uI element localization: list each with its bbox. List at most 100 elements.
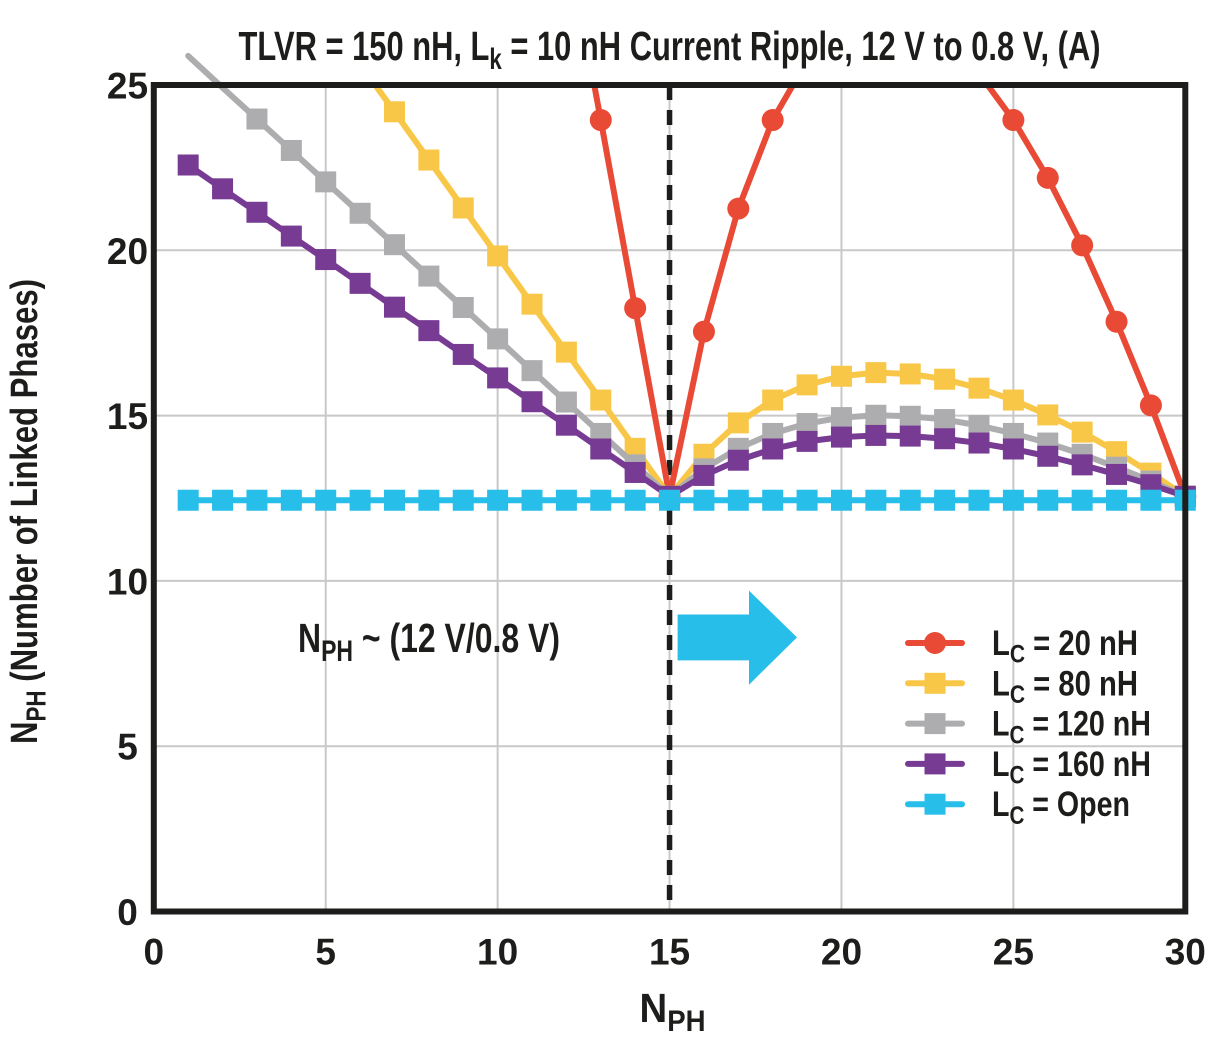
marker-square	[212, 489, 234, 511]
x-axis-label: NPH	[640, 985, 706, 1038]
legend-marker-square	[924, 672, 946, 694]
chart-title: TLVR = 150 nH, Lk = 10 nH Current Ripple…	[239, 23, 1101, 76]
series-lc-120-nh	[185, 52, 1196, 507]
annotation-nph: NPH ~ (12 V/0.8 V)	[298, 615, 560, 668]
y-tick-label-5: 5	[117, 727, 138, 768]
y-tick-label-25: 25	[107, 66, 148, 107]
marker-square	[796, 430, 818, 452]
marker-square	[762, 438, 784, 460]
x-tick-label-20: 20	[821, 932, 862, 973]
marker-square	[555, 391, 577, 413]
marker-square	[555, 341, 577, 363]
marker-square	[555, 414, 577, 436]
marker-square	[1071, 421, 1093, 443]
marker-square	[315, 171, 337, 193]
marker-square	[452, 489, 474, 511]
marker-square	[349, 489, 371, 511]
marker-square	[383, 101, 405, 123]
right-arrow-shape	[677, 590, 797, 685]
y-tick-label-20: 20	[107, 231, 148, 272]
marker-square	[521, 391, 543, 413]
marker-square	[727, 412, 749, 434]
marker-square	[1140, 489, 1162, 511]
x-tick-label-25: 25	[993, 932, 1034, 973]
series-lc-open	[177, 489, 1196, 511]
marker-square	[968, 415, 990, 437]
tick-labels: 0 5 10 15 20 25 30 0 5 10 15 20 25	[107, 66, 1206, 973]
marker-square	[934, 489, 956, 511]
marker-square	[487, 328, 509, 350]
marker-square	[590, 438, 612, 460]
marker-square	[1106, 463, 1128, 485]
marker-square	[1071, 489, 1093, 511]
legend-item-lc-20-nh: LC = 20 nH	[905, 624, 1138, 669]
marker-square	[934, 409, 956, 431]
marker-square	[418, 489, 440, 511]
marker-square	[830, 407, 852, 429]
marker-square	[899, 425, 921, 447]
marker-square	[624, 489, 646, 511]
marker-square	[693, 464, 715, 486]
marker-circle	[1002, 109, 1025, 132]
marker-square	[1071, 454, 1093, 476]
x-tick-label-5: 5	[315, 932, 336, 973]
legend-label: LC = 20 nH	[992, 624, 1138, 669]
series-line	[591, 82, 673, 500]
marker-square	[521, 489, 543, 511]
marker-square	[452, 343, 474, 365]
x-tick-label-0: 0	[144, 932, 165, 973]
marker-square	[865, 489, 887, 511]
marker-square	[1037, 445, 1059, 467]
marker-square	[796, 413, 818, 435]
marker-square	[349, 202, 371, 224]
data-series	[177, 52, 1197, 511]
legend-item-lc-open: LC = Open	[905, 785, 1130, 830]
marker-circle	[624, 297, 647, 320]
marker-circle	[727, 197, 750, 220]
marker-square	[624, 437, 646, 459]
marker-circle	[1071, 234, 1094, 257]
marker-circle	[1139, 394, 1162, 417]
marker-square	[934, 368, 956, 390]
marker-square	[418, 265, 440, 287]
marker-square	[177, 154, 199, 176]
marker-square	[555, 489, 577, 511]
legend-marker-square	[924, 753, 946, 775]
series-line	[185, 162, 1189, 500]
marker-square	[383, 234, 405, 256]
x-tick-label-15: 15	[649, 932, 690, 973]
marker-square	[727, 489, 749, 511]
marker-square	[796, 489, 818, 511]
marker-square	[452, 296, 474, 318]
marker-square	[1106, 489, 1128, 511]
marker-square	[968, 432, 990, 454]
marker-square	[865, 362, 887, 384]
marker-square	[968, 377, 990, 399]
marker-square	[212, 178, 234, 200]
plot-border	[150, 82, 1189, 915]
marker-square	[659, 489, 681, 511]
marker-square	[762, 489, 784, 511]
x-tick-label-10: 10	[477, 932, 518, 973]
marker-square	[762, 389, 784, 411]
marker-square	[349, 272, 371, 294]
legend-label: LC = 160 nH	[992, 745, 1151, 790]
legend-label: LC = Open	[992, 785, 1130, 830]
marker-square	[280, 139, 302, 161]
marker-square	[246, 201, 268, 223]
legend-item-lc-80-nh: LC = 80 nH	[905, 664, 1138, 709]
y-tick-label-0: 0	[117, 892, 138, 933]
marker-circle	[761, 109, 784, 132]
series-lc-160-nh	[177, 154, 1196, 507]
marker-square	[968, 489, 990, 511]
marker-square	[1037, 404, 1059, 426]
marker-square	[280, 489, 302, 511]
legend-marker-circle	[924, 632, 946, 654]
marker-square	[624, 461, 646, 483]
marker-square	[418, 320, 440, 342]
marker-square	[1037, 489, 1059, 511]
chart-texts: TLVR = 150 nH, Lk = 10 nH Current Ripple…	[4, 23, 1101, 1038]
marker-square	[315, 489, 337, 511]
